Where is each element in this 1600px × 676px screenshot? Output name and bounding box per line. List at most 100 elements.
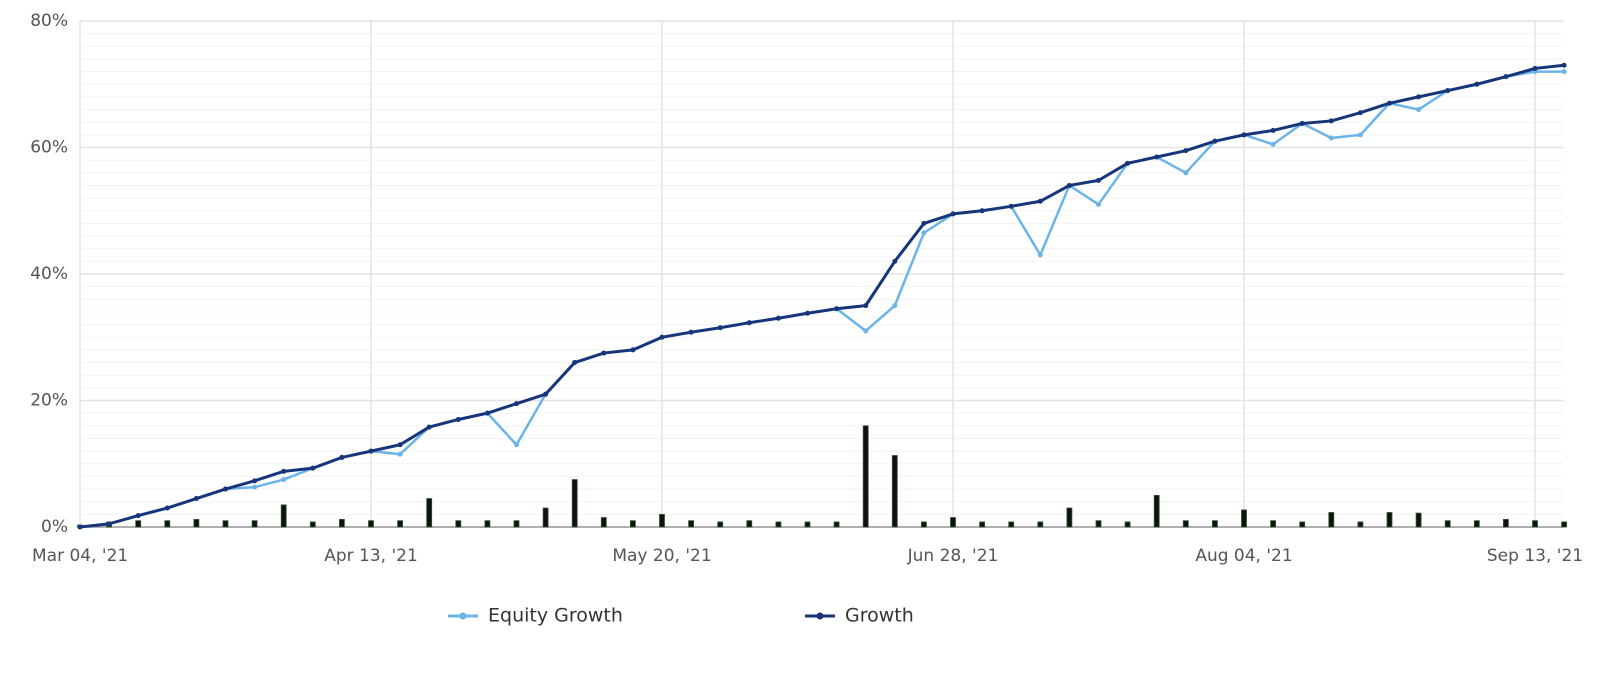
bar (891, 455, 898, 528)
point (892, 258, 898, 264)
point (1299, 120, 1305, 126)
point (921, 220, 927, 226)
bar (1444, 520, 1451, 528)
legend-label: Growth (845, 605, 914, 627)
point (164, 505, 170, 511)
point (863, 328, 869, 334)
bar (135, 520, 142, 528)
bar (542, 507, 549, 528)
point (281, 468, 287, 474)
bar (979, 521, 985, 528)
point (455, 416, 461, 422)
x-tick-label: Jun 28, '21 (907, 546, 999, 566)
legend: Equity Growth Growth (448, 605, 914, 627)
point (834, 306, 840, 312)
bar (513, 520, 520, 528)
point (1212, 138, 1218, 144)
point (572, 360, 578, 366)
point (1008, 203, 1014, 209)
bar (1386, 512, 1393, 528)
bar (630, 520, 636, 528)
point (659, 334, 665, 340)
bar (862, 425, 869, 528)
point (1037, 252, 1043, 258)
point (514, 401, 519, 407)
y-tick-label: 60% (30, 138, 68, 158)
point (1096, 177, 1101, 183)
bar (455, 520, 462, 528)
bar (1328, 512, 1335, 528)
bar (921, 521, 927, 528)
bar (280, 504, 287, 528)
point (193, 496, 199, 502)
bar (1415, 512, 1422, 528)
point (1270, 127, 1276, 133)
point (77, 524, 83, 530)
point (484, 410, 490, 416)
point (950, 211, 956, 217)
x-tick-label: Apr 13, '21 (324, 546, 418, 566)
bar (1473, 520, 1480, 528)
legend-marker (459, 612, 467, 620)
bar (251, 520, 258, 528)
point (1474, 81, 1480, 87)
bar (688, 520, 694, 528)
bar (1124, 521, 1131, 528)
point (1561, 69, 1567, 75)
bar (426, 498, 433, 528)
point (863, 303, 869, 309)
legend-marker (816, 612, 824, 620)
point (1270, 141, 1276, 147)
bar (484, 520, 491, 528)
y-tick-label: 40% (30, 264, 68, 284)
point (775, 315, 781, 321)
x-tick-label: Mar 04, '21 (32, 546, 128, 566)
point (1416, 107, 1422, 113)
bar (1561, 521, 1567, 528)
point (1183, 148, 1189, 154)
x-tick-label: Aug 04, '21 (1195, 546, 1292, 566)
point (601, 350, 607, 356)
point (892, 303, 898, 309)
bar (1270, 520, 1276, 528)
point (717, 325, 723, 331)
point (1037, 198, 1043, 204)
x-tick-label: Sep 13, '21 (1487, 546, 1583, 566)
x-tick-label: May 20, '21 (612, 546, 711, 566)
bar (164, 520, 171, 528)
point (368, 448, 374, 454)
bar (222, 520, 229, 528)
point (223, 486, 228, 492)
point (426, 424, 432, 430)
series-line (79, 63, 1565, 529)
point (106, 521, 112, 527)
bar (1532, 520, 1538, 528)
point (1357, 110, 1363, 116)
point (1096, 201, 1101, 207)
point (339, 454, 345, 460)
point (252, 478, 258, 484)
point (1328, 118, 1334, 124)
y-tick-label: 80% (30, 11, 68, 31)
point (310, 465, 316, 471)
point (1241, 132, 1247, 138)
point (543, 391, 549, 397)
point (979, 208, 985, 214)
bar (397, 520, 404, 528)
bar (746, 520, 753, 528)
point (281, 477, 287, 483)
bar (1212, 520, 1218, 528)
y-tick-label: 20% (30, 391, 68, 411)
point (1066, 182, 1072, 188)
y-tick-label: 0% (41, 517, 68, 537)
bar (1503, 519, 1509, 528)
bar (338, 519, 345, 528)
point (921, 230, 927, 236)
point (630, 347, 636, 353)
point (1183, 170, 1189, 176)
bar (833, 521, 840, 528)
bar (193, 519, 200, 528)
point (1154, 154, 1160, 160)
bar (1037, 521, 1044, 528)
